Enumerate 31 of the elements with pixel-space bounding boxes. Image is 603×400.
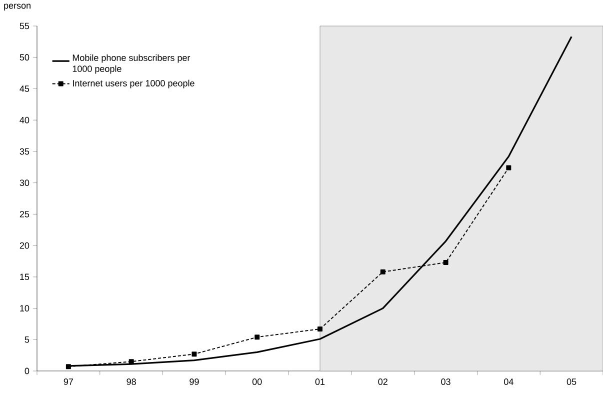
y-axis-title: person — [4, 4, 30, 10]
y-tick-label: 15 — [20, 274, 30, 280]
y-tick-label: 20 — [20, 242, 30, 249]
point — [317, 326, 322, 332]
point — [192, 352, 197, 357]
y-tick-label: 30 — [20, 180, 30, 186]
x-tick-label: 01 — [315, 378, 325, 385]
y-tick-label: 45 — [20, 86, 30, 92]
y-tick-label: 40 — [20, 116, 30, 124]
x-tick-label: 02 — [378, 378, 388, 385]
point — [380, 269, 386, 274]
x-tick-label: 05 — [566, 378, 576, 385]
y-tick-label: 55 — [20, 22, 30, 30]
point — [443, 260, 448, 265]
y-tick-label: 35 — [20, 148, 30, 155]
y-tick-label: 50 — [20, 54, 30, 61]
legend-label: Mobile phone subscribers per 1000 people — [72, 54, 190, 74]
point — [506, 165, 512, 170]
y-tick-label: 25 — [20, 210, 30, 218]
x-tick-label: 00 — [252, 378, 262, 385]
x-tick-label: 04 — [504, 378, 514, 385]
x-tick-label: 03 — [441, 378, 450, 385]
y-tick-label: 5 — [24, 336, 30, 343]
x-tick-label: 99 — [190, 378, 199, 385]
point — [66, 364, 71, 370]
x-tick-label: 97 — [64, 378, 73, 385]
x-tick-label: 98 — [126, 378, 136, 385]
y-tick-label: 0 — [24, 368, 30, 374]
y-tick-label: 10 — [20, 305, 30, 312]
point — [254, 334, 260, 340]
legend-label: Internet users per 1000 people — [73, 80, 194, 88]
